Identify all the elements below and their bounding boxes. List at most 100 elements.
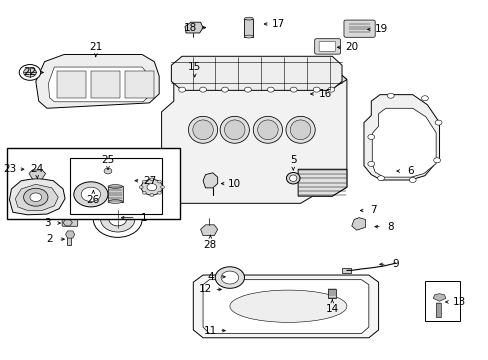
Polygon shape [193,275,378,338]
Polygon shape [173,67,346,89]
FancyBboxPatch shape [314,39,340,54]
Text: 8: 8 [386,222,393,231]
Text: 24: 24 [31,164,44,174]
Circle shape [434,120,441,125]
Text: 16: 16 [318,89,331,99]
Text: 7: 7 [369,206,376,216]
Ellipse shape [108,185,122,188]
Circle shape [141,179,162,195]
Circle shape [178,87,185,92]
Circle shape [157,180,161,183]
Circle shape [408,177,415,183]
Polygon shape [432,294,445,301]
Bar [70,158,161,214]
Bar [66,232,71,244]
Text: 23: 23 [3,164,16,174]
Circle shape [367,134,374,139]
Text: 21: 21 [89,42,102,52]
Ellipse shape [289,175,296,181]
Circle shape [150,194,154,197]
Text: 1: 1 [141,213,147,222]
Circle shape [160,186,164,189]
Polygon shape [29,170,45,179]
Circle shape [313,87,320,92]
FancyBboxPatch shape [319,41,335,51]
Bar [57,71,86,98]
Bar [424,281,459,320]
Ellipse shape [188,116,217,143]
Ellipse shape [253,116,282,143]
Text: 20: 20 [345,42,358,52]
Ellipse shape [286,172,300,184]
Text: 12: 12 [199,284,212,294]
Circle shape [147,184,157,191]
Text: 27: 27 [142,176,156,186]
Ellipse shape [108,200,122,203]
Circle shape [81,187,101,202]
Circle shape [150,178,154,181]
Polygon shape [363,95,439,180]
Circle shape [23,68,36,77]
Circle shape [23,188,48,206]
Text: 4: 4 [206,272,213,282]
Circle shape [157,191,161,194]
Circle shape [386,93,393,98]
Circle shape [421,96,427,101]
Text: 11: 11 [203,325,217,336]
Text: 25: 25 [101,155,114,165]
Polygon shape [298,169,346,196]
Polygon shape [161,67,346,203]
FancyBboxPatch shape [343,20,374,37]
Text: 19: 19 [374,24,387,35]
Circle shape [290,87,297,92]
Ellipse shape [244,35,253,38]
Text: 22: 22 [23,67,37,77]
Circle shape [142,191,146,194]
Circle shape [221,271,238,284]
Circle shape [101,207,135,232]
Bar [108,186,122,202]
Bar [328,289,335,298]
Polygon shape [15,184,58,211]
Polygon shape [203,280,368,333]
Text: 18: 18 [184,23,197,33]
Bar [91,71,120,98]
Polygon shape [48,67,151,102]
Text: 3: 3 [43,218,50,228]
Ellipse shape [244,17,253,20]
FancyBboxPatch shape [62,219,78,226]
Ellipse shape [257,120,278,140]
Polygon shape [36,54,159,108]
Circle shape [19,64,41,80]
Polygon shape [200,225,217,235]
Circle shape [104,168,112,174]
Circle shape [109,213,126,226]
Polygon shape [171,56,341,90]
Circle shape [93,202,142,237]
Circle shape [221,87,228,92]
Polygon shape [184,22,203,33]
Text: 14: 14 [325,304,338,314]
Text: 15: 15 [188,62,201,72]
Circle shape [215,267,244,288]
Circle shape [267,87,274,92]
Polygon shape [63,220,72,226]
Bar [244,19,253,37]
Ellipse shape [290,120,310,140]
Text: 5: 5 [289,155,296,165]
Polygon shape [371,108,435,177]
Text: 2: 2 [46,234,53,244]
Circle shape [327,87,334,92]
Bar [6,148,179,220]
Bar [125,71,154,98]
Ellipse shape [285,116,315,143]
Text: 17: 17 [271,19,285,29]
Bar [435,303,440,317]
Circle shape [433,158,440,163]
Polygon shape [65,231,75,238]
Circle shape [244,87,251,92]
Text: 6: 6 [406,166,413,176]
Circle shape [142,180,146,183]
Ellipse shape [229,290,346,322]
Polygon shape [351,218,365,230]
